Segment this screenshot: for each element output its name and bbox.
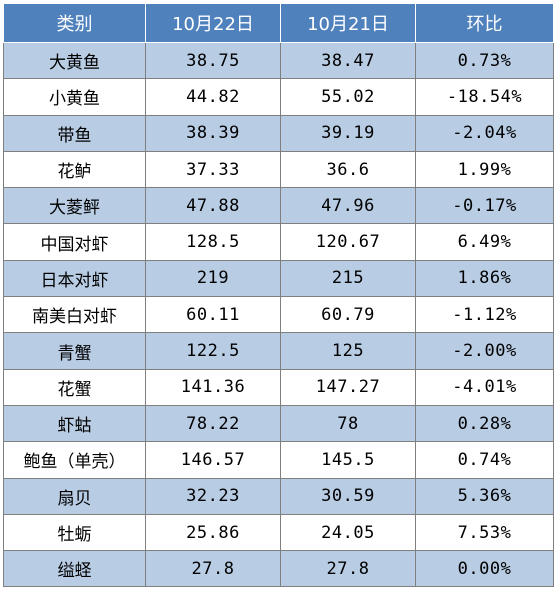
category-cell: 带鱼 [3,114,146,152]
value-cell: -2.04% [415,114,554,152]
value-cell: -0.17% [415,187,554,225]
value-cell: 47.96 [280,187,416,225]
value-cell: 27.8 [145,550,281,588]
value-cell: 38.39 [145,114,281,152]
value-cell: 128.5 [145,223,281,261]
value-cell: 120.67 [280,223,416,261]
table-row: 缢蛏 27.8 27.8 0.00% [3,550,554,588]
header-row: 类别 10月22日 10月21日 环比 [3,3,554,43]
category-cell: 牡蛎 [3,513,146,552]
value-cell: 38.75 [145,41,281,80]
value-cell: 27.8 [280,550,416,588]
value-cell: 1.86% [415,259,554,298]
value-cell: -4.01% [415,368,554,406]
value-cell: -1.12% [415,296,554,334]
value-cell: 24.05 [280,513,416,552]
table-row: 青蟹 122.5 125 -2.00% [3,332,554,370]
value-cell: 60.11 [145,296,281,334]
value-cell: 39.19 [280,114,416,152]
table-row: 花蟹 141.36 147.27 -4.01% [3,368,554,406]
category-cell: 虾蛄 [3,404,146,443]
category-cell: 花鲈 [3,150,146,189]
value-cell: 32.23 [145,477,281,515]
value-cell: 25.86 [145,513,281,552]
table-row: 带鱼 38.39 39.19 -2.04% [3,114,554,152]
value-cell: 145.5 [280,441,416,479]
value-cell: 1.99% [415,150,554,189]
table-row: 小黄鱼 44.82 55.02 -18.54% [3,78,554,116]
category-cell: 缢蛏 [3,550,146,588]
header-cell: 环比 [415,3,554,43]
table-row: 日本对虾 219 215 1.86% [3,259,554,298]
value-cell: 122.5 [145,332,281,370]
category-cell: 鲍鱼（单壳） [3,441,146,479]
value-cell: 141.36 [145,368,281,406]
value-cell: 0.28% [415,404,554,443]
value-cell: 30.59 [280,477,416,515]
category-cell: 扇贝 [3,477,146,515]
value-cell: 146.57 [145,441,281,479]
category-cell: 日本对虾 [3,259,146,298]
value-cell: 7.53% [415,513,554,552]
value-cell: 0.74% [415,441,554,479]
value-cell: 47.88 [145,187,281,225]
value-cell: 55.02 [280,78,416,116]
category-cell: 大黄鱼 [3,41,146,80]
category-cell: 小黄鱼 [3,78,146,116]
value-cell: 5.36% [415,477,554,515]
table-row: 大黄鱼 38.75 38.47 0.73% [3,41,554,80]
value-cell: 78.22 [145,404,281,443]
table-row: 南美白对虾 60.11 60.79 -1.12% [3,296,554,334]
category-cell: 南美白对虾 [3,296,146,334]
value-cell: 147.27 [280,368,416,406]
header-cell: 类别 [3,3,146,43]
value-cell: -18.54% [415,78,554,116]
price-table: 类别 10月22日 10月21日 环比 大黄鱼 38.75 38.47 0.73% 小黄鱼 44… [3,3,554,588]
value-cell: -2.00% [415,332,554,370]
value-cell: 60.79 [280,296,416,334]
category-cell: 花蟹 [3,368,146,406]
value-cell: 6.49% [415,223,554,261]
table-row: 扇贝 32.23 30.59 5.36% [3,477,554,515]
table-row: 牡蛎 25.86 24.05 7.53% [3,513,554,552]
value-cell: 38.47 [280,41,416,80]
value-cell: 215 [280,259,416,298]
value-cell: 78 [280,404,416,443]
table-row: 花鲈 37.33 36.6 1.99% [3,150,554,189]
category-cell: 大菱鲆 [3,187,146,225]
value-cell: 125 [280,332,416,370]
value-cell: 219 [145,259,281,298]
value-cell: 0.73% [415,41,554,80]
table-row: 鲍鱼（单壳） 146.57 145.5 0.74% [3,441,554,479]
header-cell: 10月22日 [145,3,281,43]
category-cell: 中国对虾 [3,223,146,261]
value-cell: 44.82 [145,78,281,116]
value-cell: 0.00% [415,550,554,588]
header-cell: 10月21日 [280,3,416,43]
table-body: 大黄鱼 38.75 38.47 0.73% 小黄鱼 44.82 55.02 -18.54% 带鱼… [3,41,554,588]
table-row: 中国对虾 128.5 120.67 6.49% [3,223,554,261]
table-row: 虾蛄 78.22 78 0.28% [3,404,554,443]
category-cell: 青蟹 [3,332,146,370]
value-cell: 37.33 [145,150,281,189]
value-cell: 36.6 [280,150,416,189]
table-row: 大菱鲆 47.88 47.96 -0.17% [3,187,554,225]
